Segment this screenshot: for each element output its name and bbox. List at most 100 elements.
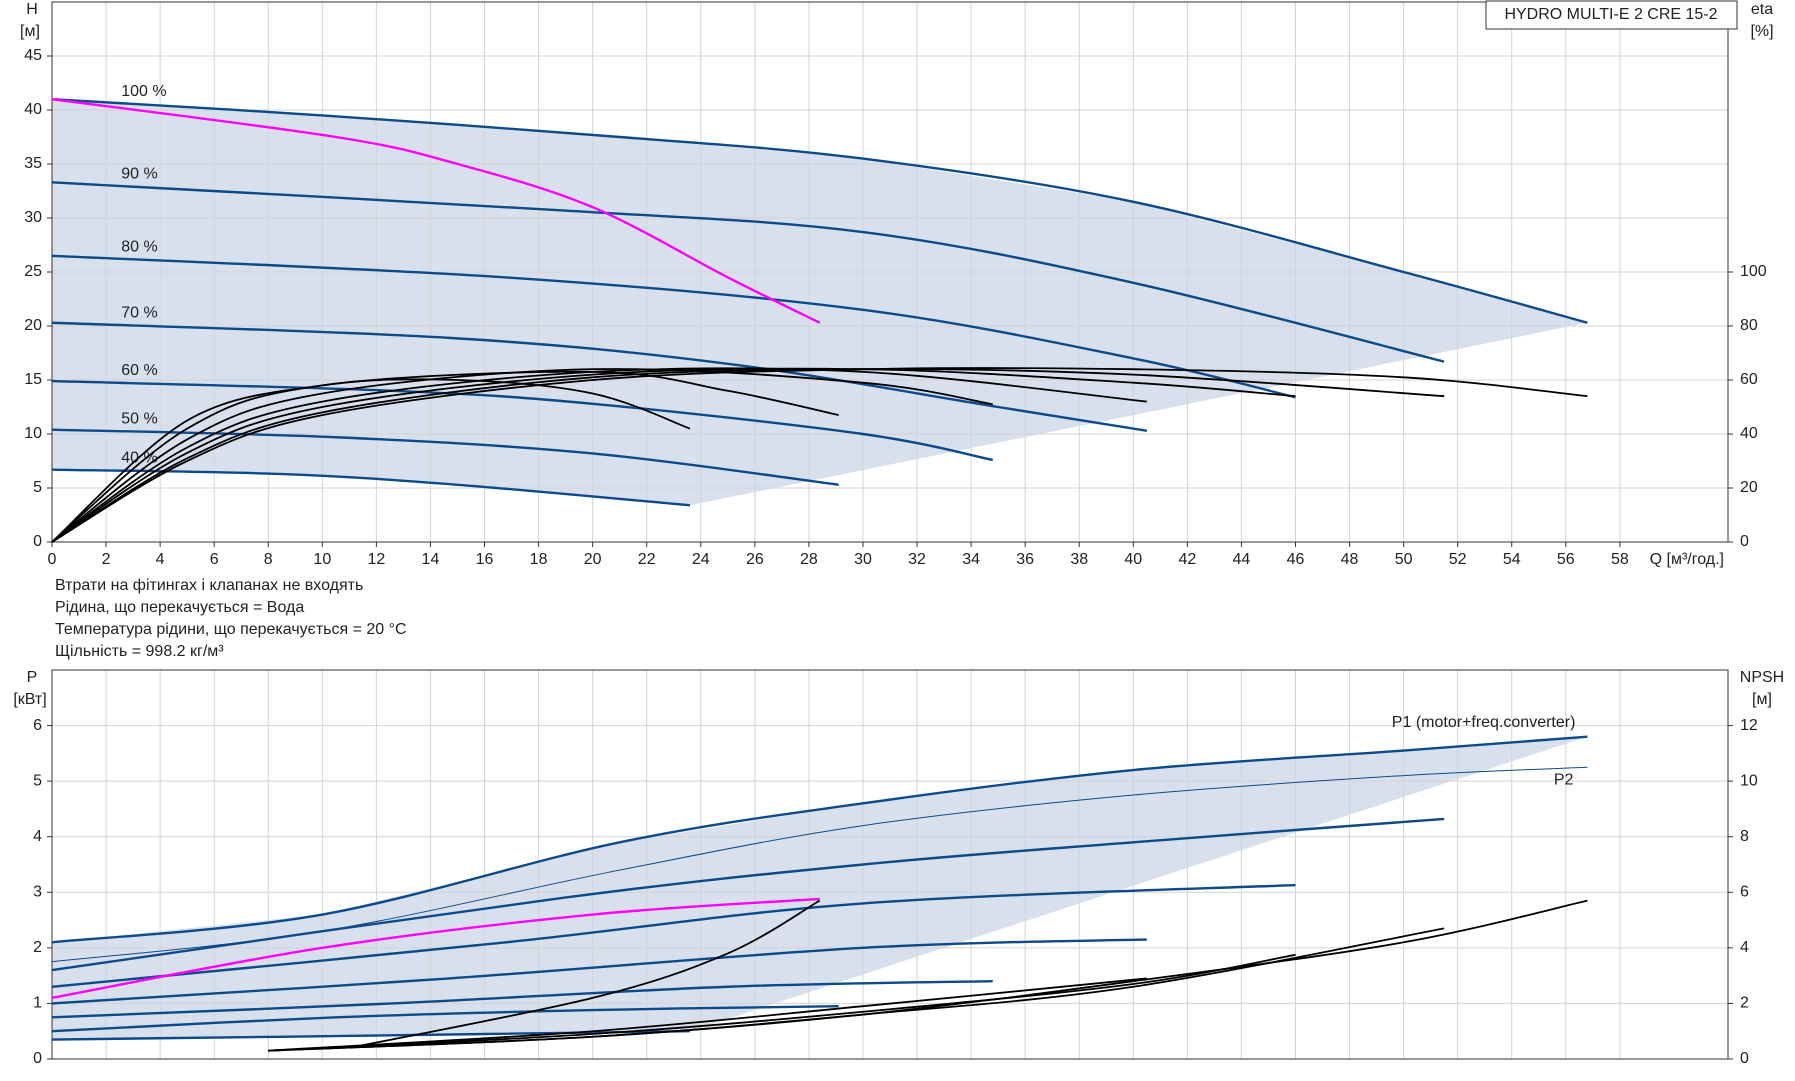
note: Рідина, що перекачується = Вода (55, 599, 304, 616)
curve (51, 1030, 690, 1041)
operating-region (52, 99, 1588, 506)
secondary-curve (268, 927, 1445, 1052)
y-tick-label: 0 (33, 1050, 42, 1067)
y-tick-label: 5 (33, 479, 42, 496)
x-tick-label: 2 (102, 551, 111, 568)
secondary-curve (51, 368, 1445, 543)
secondary-curve (51, 367, 1588, 543)
x-tick-label: 54 (1503, 551, 1521, 568)
x-tick-label: 24 (692, 551, 710, 568)
curve (51, 379, 993, 462)
x-tick-label: 12 (367, 551, 385, 568)
y-axis-unit: [м] (20, 23, 40, 40)
y2-tick-label: 2 (1740, 995, 1749, 1012)
curve (51, 938, 1147, 1005)
y-tick-label: 30 (24, 209, 42, 226)
y2-tick-label: 80 (1740, 317, 1758, 334)
x-tick-label: 6 (210, 551, 219, 568)
curve-label: P2 (1554, 771, 1574, 788)
y2-tick-label: 0 (1740, 1050, 1749, 1067)
curve-label: 90 % (121, 165, 157, 182)
curve-label: 50 % (121, 410, 157, 427)
x-tick-label: 46 (1287, 551, 1305, 568)
y-tick-label: 3 (33, 884, 42, 901)
x-tick-label: 4 (156, 551, 165, 568)
y2-axis-label: eta (1751, 1, 1773, 18)
x-tick-label: 10 (313, 551, 331, 568)
x-tick-label: 26 (746, 551, 764, 568)
x-tick-label: 40 (1124, 551, 1142, 568)
title-box (1485, 0, 1738, 30)
curve-label: 60 % (121, 362, 157, 379)
y2-axis-label: NPSH (1740, 669, 1784, 686)
x-tick-label: 0 (48, 551, 57, 568)
x-tick-label: 38 (1070, 551, 1088, 568)
curve (51, 735, 1588, 944)
secondary-curve (51, 370, 839, 543)
y-tick-label: 4 (33, 828, 42, 845)
x-tick-label: 56 (1557, 551, 1575, 568)
y-tick-label: 15 (24, 371, 42, 388)
secondary-curve (268, 977, 1147, 1052)
y-tick-label: 45 (24, 47, 42, 64)
curve (51, 98, 821, 324)
secondary-curve (51, 367, 1147, 543)
y-tick-label: 25 (24, 263, 42, 280)
x-tick-label: 36 (1016, 551, 1034, 568)
y2-tick-label: 12 (1740, 717, 1758, 734)
secondary-curve (268, 953, 1296, 1052)
x-tick-label: 14 (422, 551, 440, 568)
x-tick-label: 20 (584, 551, 602, 568)
y2-tick-label: 6 (1740, 884, 1749, 901)
curve (51, 98, 1588, 324)
y2-tick-label: 20 (1740, 479, 1758, 496)
y2-tick-label: 0 (1740, 533, 1749, 550)
x-tick-label: 48 (1341, 551, 1359, 568)
y-tick-label: 35 (24, 155, 42, 172)
curve (51, 980, 993, 1019)
x-tick-label: 58 (1611, 551, 1629, 568)
curve (51, 897, 820, 1000)
curve (51, 817, 1445, 972)
y2-axis-unit: [%] (1750, 23, 1773, 40)
y-tick-label: 1 (33, 995, 42, 1012)
y2-tick-label: 4 (1740, 939, 1749, 956)
x-tick-label: 42 (1178, 551, 1196, 568)
y-axis-unit: [кВт] (13, 691, 46, 708)
curve (51, 428, 839, 486)
x-tick-label: 30 (854, 551, 872, 568)
x-tick-label: 32 (908, 551, 926, 568)
curve-label: 80 % (121, 238, 157, 255)
secondary-curve (51, 378, 691, 543)
y-axis-label: H (26, 1, 38, 18)
x-tick-label: 34 (962, 551, 980, 568)
y2-tick-label: 100 (1740, 263, 1767, 280)
x-tick-label: 22 (638, 551, 656, 568)
curve-label: 100 % (121, 83, 166, 100)
operating-region (52, 736, 1588, 1040)
y-axis-label: P (27, 669, 38, 686)
y-tick-label: 5 (33, 772, 42, 789)
note: Щільність = 998.2 кг/м³ (55, 643, 224, 660)
y-tick-label: 6 (33, 717, 42, 734)
y-tick-label: 40 (24, 101, 42, 118)
y2-tick-label: 40 (1740, 425, 1758, 442)
curve (51, 1005, 839, 1033)
secondary-curve (51, 368, 993, 543)
y2-tick-label: 8 (1740, 828, 1749, 845)
y2-tick-label: 60 (1740, 371, 1758, 388)
curve (51, 883, 1296, 988)
x-axis-label: Q [м³/год.] (1650, 551, 1724, 568)
curve-label: P1 (motor+freq.converter) (1392, 714, 1576, 731)
curve-label: 70 % (121, 304, 157, 321)
x-tick-label: 52 (1449, 551, 1467, 568)
y2-axis-unit: [м] (1752, 691, 1772, 708)
y-tick-label: 0 (33, 533, 42, 550)
x-tick-label: 16 (476, 551, 494, 568)
curve (51, 254, 1296, 399)
y-tick-label: 20 (24, 317, 42, 334)
x-tick-label: 50 (1395, 551, 1413, 568)
note: Втрати на фітингах і клапанах не входять (55, 577, 363, 594)
y2-tick-label: 10 (1740, 772, 1758, 789)
